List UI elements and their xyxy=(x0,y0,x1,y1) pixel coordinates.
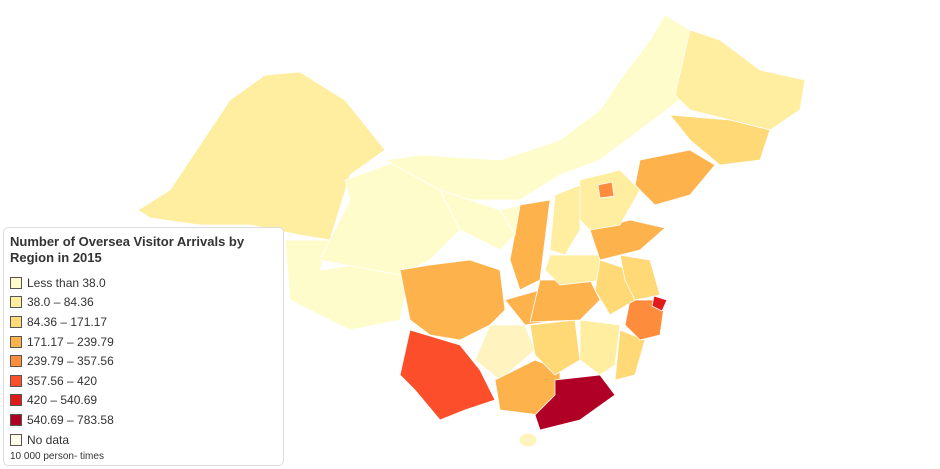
region xyxy=(534,374,616,431)
legend-label: 357.56 – 420 xyxy=(27,373,98,388)
legend-item: 171.17 – 239.79 xyxy=(10,332,277,352)
legend-item: 239.79 – 357.56 xyxy=(10,351,277,371)
region xyxy=(619,254,661,301)
region xyxy=(597,181,615,199)
region xyxy=(544,254,606,286)
legend-swatch xyxy=(10,296,22,309)
legend-items: Less than 38.0 38.0 – 84.36 84.36 – 171.17… xyxy=(10,273,277,449)
region xyxy=(549,184,581,256)
region xyxy=(499,204,521,237)
legend-label: 239.79 – 357.56 xyxy=(27,354,114,369)
region xyxy=(651,295,668,312)
legend-swatch xyxy=(10,335,22,348)
region xyxy=(439,189,521,251)
region xyxy=(399,259,506,341)
legend-label: No data xyxy=(27,432,70,447)
region xyxy=(399,329,496,421)
legend-title: Number of Oversea Visitor Arrivals by Re… xyxy=(10,234,245,265)
legend-swatch xyxy=(10,433,22,446)
legend-note: 10 000 person- times xyxy=(10,451,104,463)
legend-item: No data xyxy=(10,430,277,450)
legend-item: 84.36 – 171.17 xyxy=(10,312,277,332)
legend-item: Less than 38.0 xyxy=(10,273,277,293)
region xyxy=(474,324,536,381)
legend-item: 357.56 – 420 xyxy=(10,371,277,391)
region xyxy=(669,114,771,166)
legend-item: 540.69 – 783.58 xyxy=(10,410,277,430)
region xyxy=(137,71,386,241)
legend-item: 38.0 – 84.36 xyxy=(10,293,277,313)
region xyxy=(579,319,621,376)
region xyxy=(589,219,666,261)
legend-swatch xyxy=(10,276,22,289)
legend-swatch xyxy=(10,374,22,387)
legend-swatch xyxy=(10,355,22,368)
legend-label: 38.0 – 84.36 xyxy=(27,295,94,310)
provinces xyxy=(137,14,806,448)
legend: Number of Oversea Visitor Arrivals by Re… xyxy=(3,227,284,466)
legend-label: 420 – 540.69 xyxy=(27,393,98,408)
legend-swatch xyxy=(10,315,22,328)
legend-item: 420 – 540.69 xyxy=(10,391,277,411)
legend-label: 84.36 – 171.17 xyxy=(27,314,108,329)
region xyxy=(634,149,716,206)
legend-swatch xyxy=(10,394,22,407)
region xyxy=(674,29,806,131)
legend-label: 171.17 – 239.79 xyxy=(27,334,114,349)
legend-swatch xyxy=(10,413,22,426)
legend-label: Less than 38.0 xyxy=(27,275,106,290)
region xyxy=(529,279,601,323)
region xyxy=(518,432,538,448)
legend-label: 540.69 – 783.58 xyxy=(27,412,114,427)
